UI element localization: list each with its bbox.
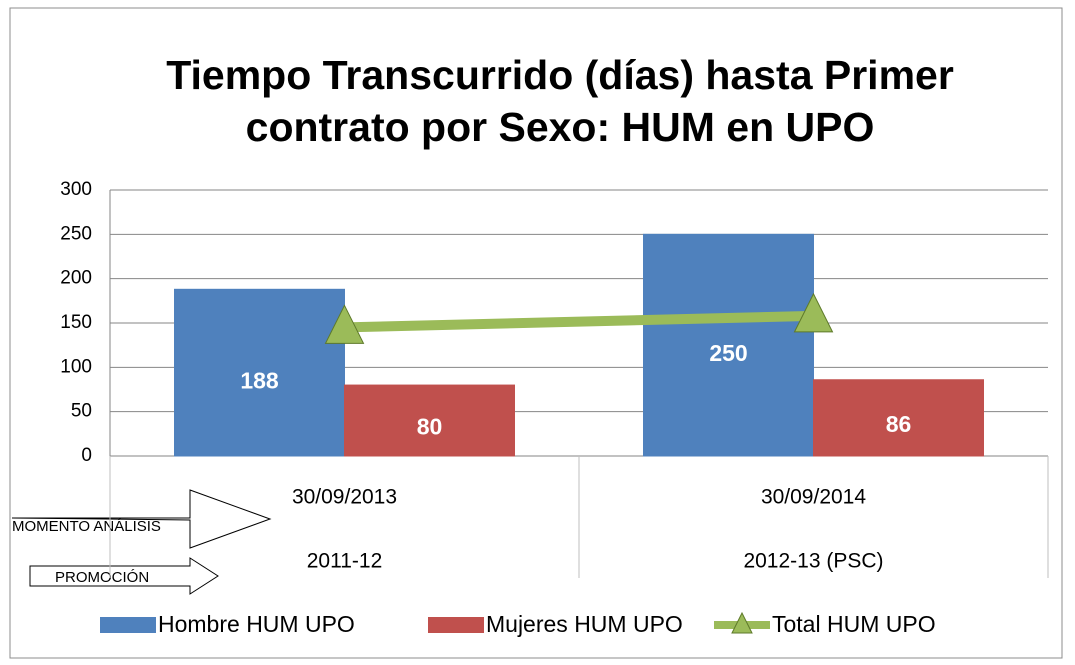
y-tick-label: 100 xyxy=(60,356,92,377)
line-marker xyxy=(324,304,365,344)
legend-label: Hombre HUM UPO xyxy=(158,611,355,637)
legend-swatch xyxy=(428,617,484,633)
legend-marker xyxy=(731,611,753,634)
legend-label: Mujeres HUM UPO xyxy=(486,611,683,637)
annotation: PROMOCIÓN xyxy=(55,569,149,586)
data-label: 80 xyxy=(417,414,443,440)
data-label: 250 xyxy=(709,340,747,366)
annotation-arrow xyxy=(11,489,272,549)
data-label: 86 xyxy=(886,411,912,437)
x-tick-label-2: 2011-12 xyxy=(307,550,383,573)
y-tick-label: 0 xyxy=(81,445,92,466)
y-tick-label: 200 xyxy=(60,268,92,289)
bar xyxy=(643,233,814,457)
y-tick-label: 250 xyxy=(60,223,92,244)
legend-label: Total HUM UPO xyxy=(772,611,936,637)
chart-title-line2: contrato por Sexo: HUM en UPO xyxy=(246,104,875,150)
y-tick-label: 150 xyxy=(60,312,92,333)
annotation: MOMENTO ANÁLISIS xyxy=(12,518,161,535)
legend-swatch xyxy=(100,617,156,633)
x-tick-label: 30/09/2013 xyxy=(292,486,397,509)
chart-title-line1: Tiempo Transcurrido (días) hasta Primer xyxy=(166,52,954,98)
line-marker xyxy=(793,292,834,333)
x-tick-label: 30/09/2014 xyxy=(761,486,866,509)
y-tick-label: 300 xyxy=(60,179,92,200)
bar xyxy=(174,288,345,457)
annotation-arrow xyxy=(29,557,219,595)
y-tick-label: 50 xyxy=(71,401,92,422)
bar xyxy=(813,379,984,457)
line xyxy=(344,310,814,333)
bar xyxy=(344,384,515,457)
x-tick-label-2: 2012-13 (PSC) xyxy=(743,550,883,573)
data-label: 188 xyxy=(240,368,279,394)
